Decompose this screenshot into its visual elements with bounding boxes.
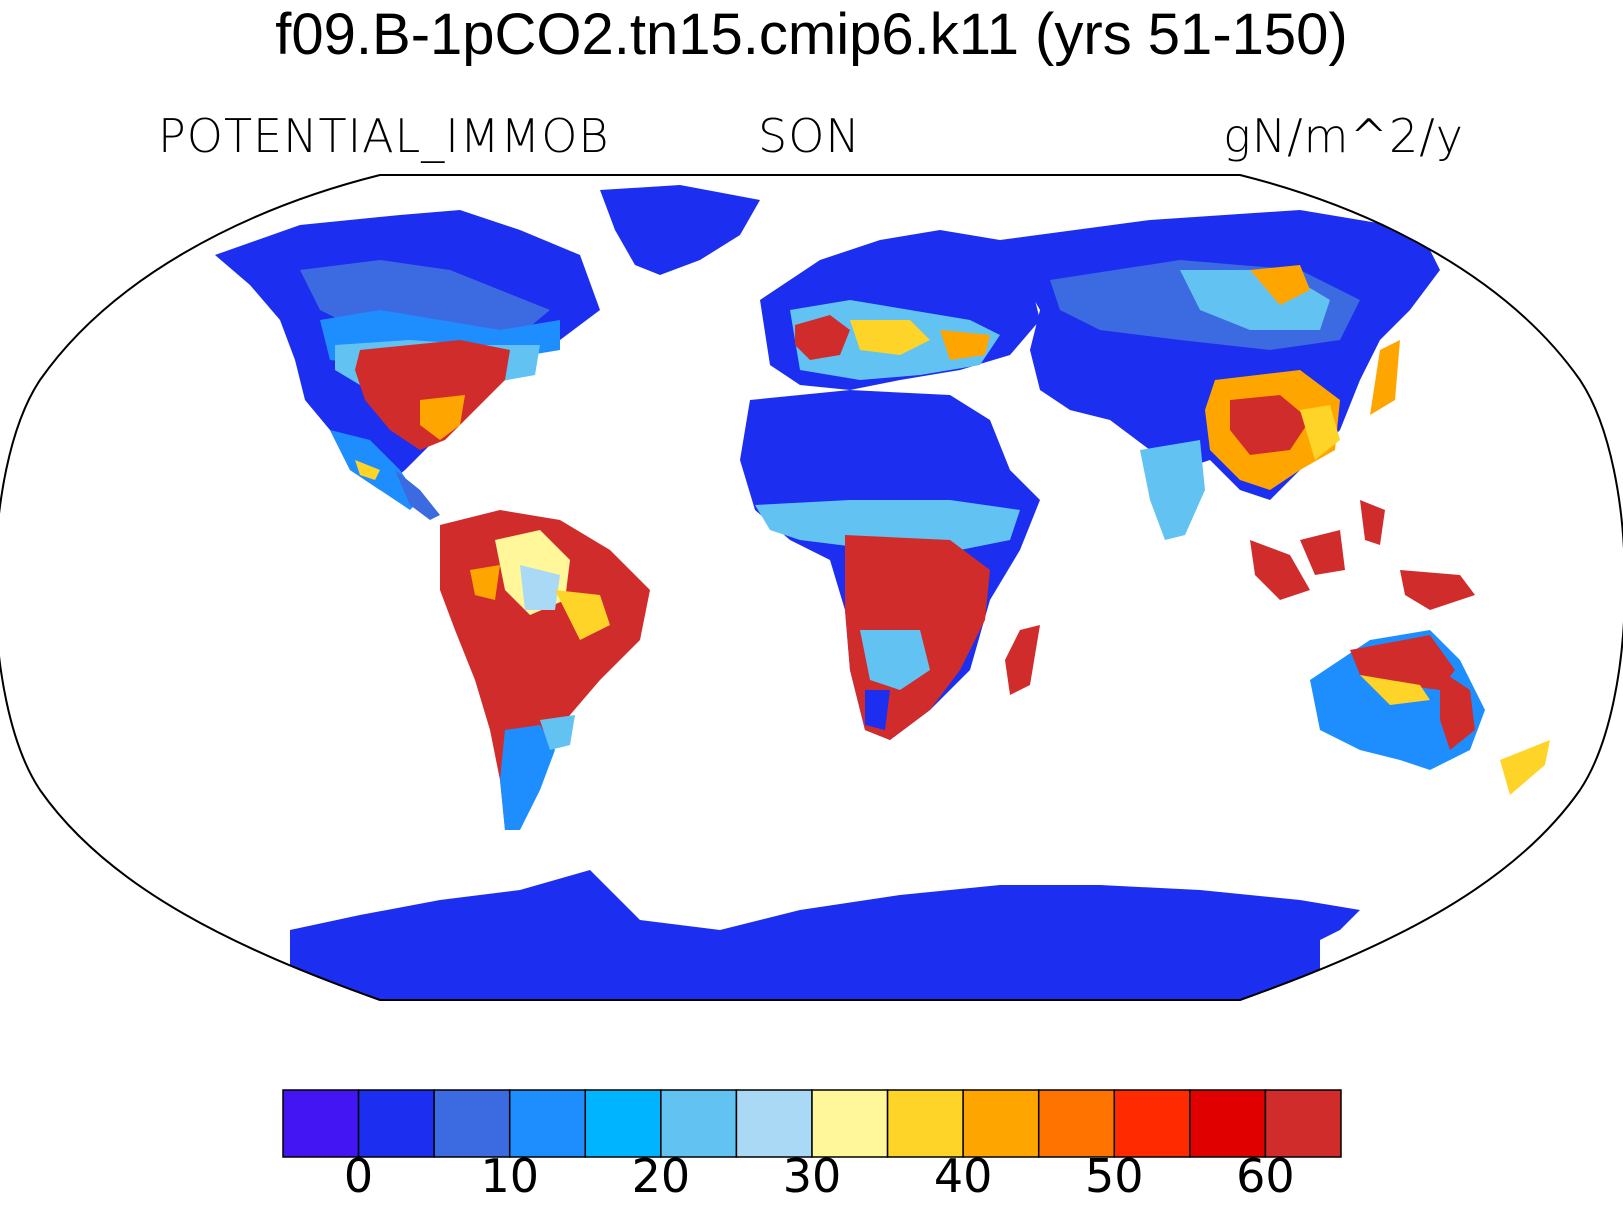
season-label: SON <box>758 109 861 163</box>
plot-title: f09.B-1pCO2.tn15.cmip6.k11 (yrs 51-150) <box>275 2 1348 67</box>
colorbar-tick-label: 50 <box>1085 1149 1144 1203</box>
colorbar-tick-label: 60 <box>1236 1149 1295 1203</box>
colorbar-swatch <box>886 1089 964 1158</box>
units-label: gN/m^2/y <box>1223 109 1464 163</box>
colorbar-swatch <box>1037 1089 1116 1158</box>
land-layer <box>215 185 1550 1000</box>
colorbar-swatch <box>584 1089 662 1158</box>
maritime-southeast-asia <box>1250 500 1475 610</box>
colorbar-tick-label: 10 <box>480 1149 539 1203</box>
colorbar-tick-label: 40 <box>934 1149 993 1203</box>
australia <box>1310 630 1550 795</box>
asia <box>1000 210 1440 540</box>
colorbar-swatch <box>811 1089 889 1158</box>
colorbar-swatch <box>1113 1089 1191 1158</box>
colorbar-swatch <box>282 1089 360 1158</box>
colorbar-tick-label: 30 <box>783 1149 842 1203</box>
colorbar-tick-label: 0 <box>344 1149 373 1203</box>
colorbar-swatch <box>433 1089 511 1158</box>
colorbar-swatch <box>357 1089 435 1158</box>
greenland <box>600 185 760 275</box>
colorbar-swatch <box>735 1089 813 1158</box>
colorbar-swatch <box>1264 1089 1342 1158</box>
africa <box>740 390 1040 740</box>
map-border <box>0 174 1623 1001</box>
variable-name: POTENTIAL_IMMOB <box>158 109 610 163</box>
antarctica <box>290 870 1360 1000</box>
colorbar-swatch <box>962 1089 1040 1158</box>
south-america <box>440 510 650 830</box>
europe <box>760 230 1040 390</box>
colorbar-swatch <box>660 1089 738 1158</box>
colorbar-tick-label: 20 <box>632 1149 691 1203</box>
colorbar: 0 10 20 30 40 50 60 <box>282 1089 1342 1203</box>
north-america <box>215 210 600 520</box>
colorbar-swatch <box>508 1089 587 1158</box>
world-map <box>0 174 1623 1001</box>
colorbar-swatch <box>1189 1089 1267 1158</box>
